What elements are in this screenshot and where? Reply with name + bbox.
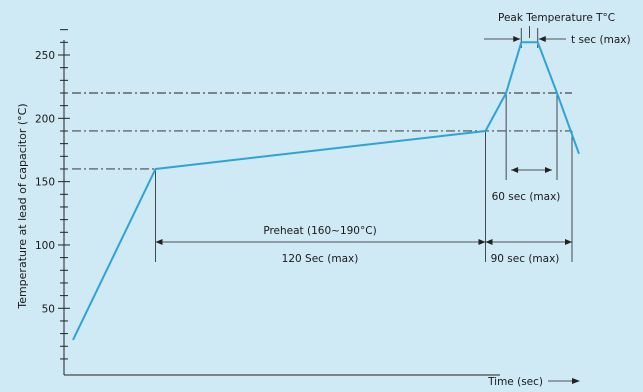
t-sec-label: t sec (max) [571, 34, 631, 46]
reference-lines [72, 92, 572, 170]
preheat-label: Preheat (160~190°C) [263, 225, 376, 237]
y-axis-label: Temperature at lead of capacitor (°C) [16, 103, 29, 309]
x-axis-arrow [548, 378, 580, 384]
x-axis-label: Time (sec) [487, 376, 543, 388]
y-tick-label: 200 [35, 113, 55, 125]
sixty-sec-label: 60 sec (max) [492, 191, 561, 203]
y-tick-label: 250 [35, 50, 55, 62]
preheat-dimension-arrow-right [478, 239, 486, 245]
t-sec-right-arrow [538, 36, 546, 42]
peak-temperature-label: Peak Temperature T°C [498, 12, 615, 24]
y-tick-label: 50 [42, 303, 55, 315]
sixty-sec-dimension-arrow-left [511, 167, 519, 173]
y-axis-ticks: 50 100 150 200 250 [35, 29, 70, 360]
temperature-profile-line [72, 41, 580, 341]
sixty-sec-dimension-arrow-right [545, 167, 552, 173]
preheat-dimension-arrow-left [155, 239, 163, 245]
y-tick-label: 100 [35, 240, 55, 252]
axes: 50 100 150 200 250 [35, 29, 500, 376]
ninety-sec-label: 90 sec (max) [491, 253, 560, 265]
preheat-time-label: 120 Sec (max) [282, 253, 359, 265]
ninety-sec-dimension-arrow-left [485, 239, 493, 245]
dimension-markers [155, 26, 573, 262]
y-tick-label: 150 [35, 177, 55, 189]
ninety-sec-dimension-arrow-right [565, 239, 572, 245]
t-sec-left-arrow [513, 36, 521, 42]
